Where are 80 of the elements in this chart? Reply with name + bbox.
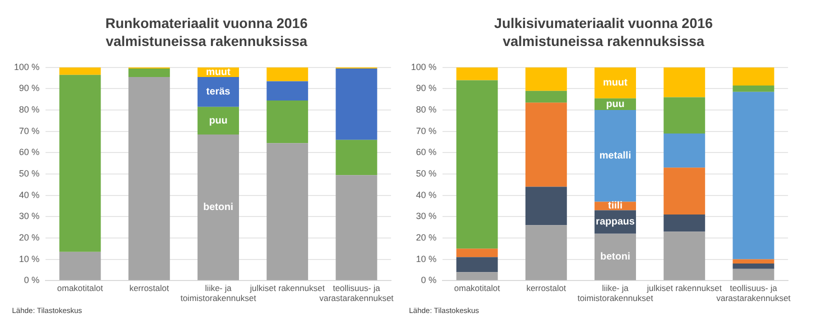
y-tick-label: 30 % (19, 211, 40, 222)
bar (336, 68, 378, 140)
bar (59, 67, 101, 75)
y-tick-label: 50 % (19, 168, 40, 178)
series-label: puu (209, 115, 228, 126)
y-tick-label: 20 % (19, 232, 40, 242)
bar (594, 67, 636, 98)
bar (594, 234, 636, 280)
bar (664, 67, 706, 98)
bar (198, 134, 239, 280)
series-label: teräs (206, 86, 231, 98)
bar (59, 74, 101, 252)
bar (456, 67, 498, 80)
y-tick-label: 80 % (19, 104, 40, 115)
bar (525, 90, 567, 103)
bar (198, 106, 239, 135)
bar (525, 186, 567, 226)
y-tick-label: 0 % (421, 275, 437, 286)
bar (59, 252, 101, 280)
bar (664, 97, 706, 134)
x-tick-label: kerrostalot (526, 283, 567, 294)
series-label: rappaus (596, 216, 636, 228)
bar (732, 92, 774, 260)
bar (456, 257, 498, 272)
bar (456, 248, 498, 258)
x-tick-label: kerrostalot (129, 283, 170, 294)
bar (336, 140, 378, 176)
y-tick-label: 40 % (416, 190, 437, 200)
series-label: tiili (608, 200, 623, 212)
bar (594, 110, 636, 202)
y-tick-label: 40 % (19, 190, 40, 200)
y-tick-label: 60 % (19, 147, 40, 158)
y-tick-label: 100 % (14, 62, 40, 72)
bar (664, 232, 706, 280)
y-tick-label: 0 % (24, 275, 40, 286)
bar (456, 80, 498, 249)
bar (732, 264, 774, 269)
bar (198, 76, 239, 107)
x-tick-label: julkiset rakennukset (646, 283, 722, 294)
bar (456, 272, 498, 280)
y-tick-label: 10 % (416, 254, 437, 264)
bar (732, 259, 774, 264)
y-tick-label: 70 % (416, 126, 437, 136)
bar (266, 67, 308, 82)
y-tick-label: 50 % (416, 168, 437, 178)
y-tick-label: 60 % (416, 147, 437, 158)
y-tick-label: 20 % (416, 232, 437, 242)
y-tick-label: 80 % (416, 104, 437, 115)
chart-title: Julkisivumateriaalit vuonna 2016 valmistuneissa rakennuksissa (493, 14, 714, 50)
bar (732, 268, 774, 280)
bar (525, 102, 567, 187)
bar (525, 225, 567, 280)
bar (128, 68, 170, 77)
y-tick-label: 30 % (416, 211, 437, 222)
bar (664, 133, 706, 168)
series-label: muut (206, 66, 232, 78)
bar (664, 214, 706, 232)
y-tick-label: 70 % (19, 126, 40, 136)
bar (266, 100, 308, 144)
series-label: betoni (203, 202, 234, 214)
bar (732, 67, 774, 86)
chart-title: Runkomateriaalit vuonna 2016 valmistuneissa rakennuksissa (104, 14, 309, 50)
bar (266, 81, 308, 100)
y-tick-label: 90 % (19, 83, 40, 94)
x-tick-label: julkiset rakennukset (249, 283, 326, 294)
bar (336, 175, 378, 280)
bar (128, 76, 170, 280)
series-label: betoni (600, 252, 630, 263)
bar (664, 168, 706, 215)
bar (266, 143, 308, 280)
series-label: puu (606, 98, 624, 110)
bar (732, 86, 774, 92)
bar (525, 67, 567, 91)
series-label: muut (603, 78, 628, 89)
x-tick-label: omakotitalot (454, 283, 501, 294)
y-tick-label: 100 % (410, 62, 437, 72)
y-tick-label: 90 % (416, 83, 437, 94)
y-tick-label: 10 % (19, 254, 40, 264)
series-label: metalli (599, 150, 632, 162)
x-tick-label: omakotitalot (57, 283, 104, 294)
